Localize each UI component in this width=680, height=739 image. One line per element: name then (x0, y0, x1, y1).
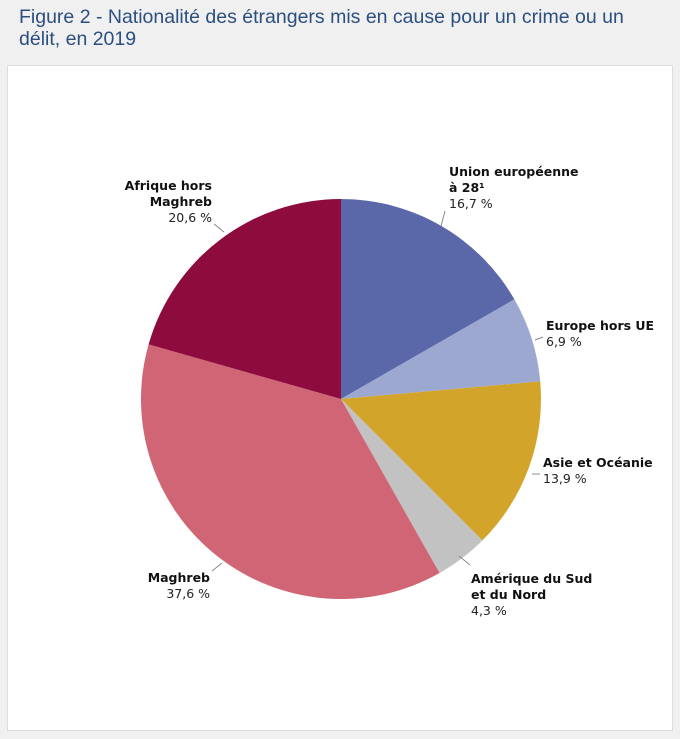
leader-line (534, 336, 544, 341)
slice-value-label: 4,3 % (471, 603, 507, 618)
slice-label: Europe hors UE (546, 318, 654, 333)
leader-line (213, 223, 225, 233)
slice-label: Union européenne (449, 164, 578, 179)
pie-slice (341, 399, 483, 574)
slice-value-label: 16,7 % (449, 196, 493, 211)
pie-slice (148, 199, 341, 399)
pie-slice (341, 199, 515, 399)
slice-label: Amérique du Sud (471, 571, 592, 586)
slice-value-label: 6,9 % (546, 334, 582, 349)
slice-label: Maghreb (150, 194, 212, 209)
slice-label: à 28¹ (449, 180, 485, 195)
chart-title: Figure 2 - Nationalité des étrangers mis… (19, 6, 624, 50)
slice-label: Afrique hors (125, 178, 212, 193)
slice-label: Asie et Océanie (543, 455, 653, 470)
leader-line (458, 555, 471, 566)
slice-label: et du Nord (471, 587, 546, 602)
slice-value-label: 20,6 % (168, 210, 212, 225)
slice-value-label: 13,9 % (543, 471, 587, 486)
leader-line (211, 562, 223, 572)
pie-slice (140, 344, 440, 600)
leader-line (440, 210, 446, 227)
slice-label: Maghreb (148, 570, 210, 585)
slice-value-label: 37,6 % (166, 586, 210, 601)
pie-slice (341, 299, 541, 399)
pie-slice (341, 381, 542, 541)
